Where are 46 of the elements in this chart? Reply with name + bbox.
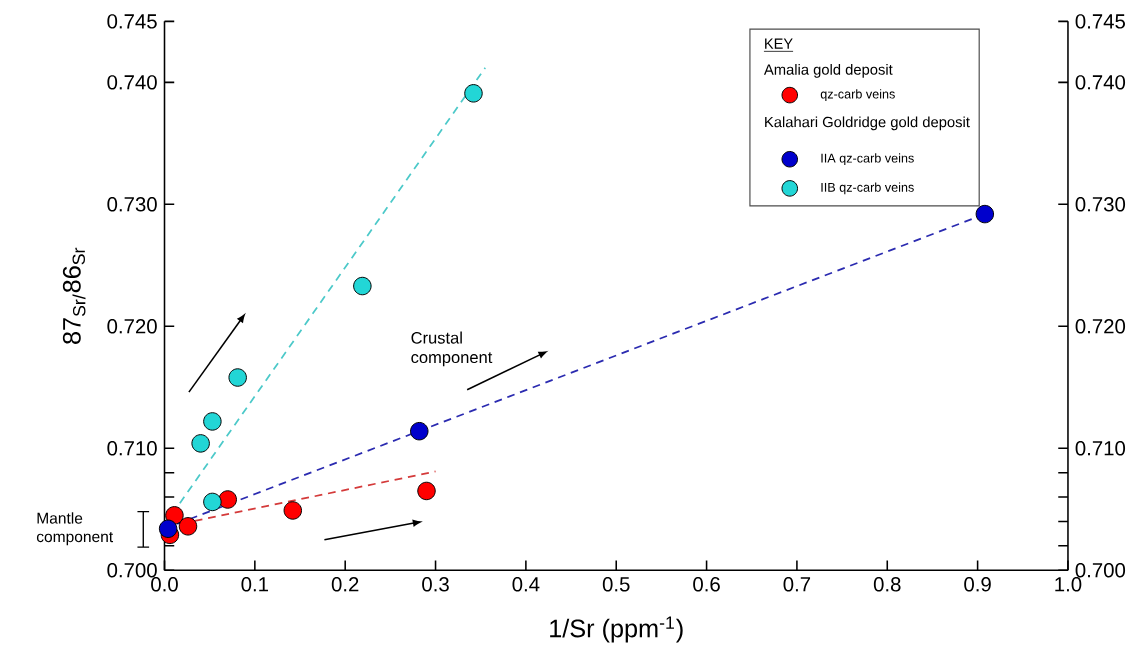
- y2-tick-label: 0.745: [1075, 14, 1126, 29]
- legend-title: KEY: [765, 38, 793, 49]
- y-axis-title: 87$_{Sr/}$86$_{Sr}$: [62, 248, 86, 345]
- y-tick-label: 0.700: [107, 563, 157, 578]
- point: [191, 434, 210, 453]
- point: [283, 501, 303, 520]
- y-tick-label: 0.710: [107, 441, 157, 456]
- point: [218, 490, 237, 509]
- point: [353, 277, 372, 296]
- x-tick-label: 0.1: [241, 577, 269, 592]
- point: [410, 422, 429, 441]
- annotation: Kalahari Goldridge gold deposit: [765, 116, 970, 131]
- x-tick-label: 0.9: [964, 577, 991, 592]
- point: [158, 519, 178, 539]
- annotation: Amalia gold deposit: [763, 64, 893, 78]
- point: [464, 84, 483, 103]
- x-tick-label: 0.0: [151, 577, 178, 592]
- x-tick-label: 0.7: [783, 577, 811, 592]
- legend-label: qz-carb veins: [820, 89, 895, 102]
- y2-tick-label: 0.730: [1075, 197, 1126, 212]
- y2-tick-label: 0.720: [1075, 319, 1126, 334]
- x-axis-title: 1/Sr (ppm$^{-1}$): [550, 616, 683, 643]
- x-tick-label: 0.5: [602, 577, 630, 592]
- point: [228, 368, 247, 387]
- y2-tick-label: 0.740: [1075, 75, 1126, 90]
- annotation: Crustal component: [411, 331, 493, 367]
- x-tick-label: 1.0: [1055, 577, 1082, 592]
- legend-label: IIB qz-carb veins: [821, 182, 914, 195]
- x-tick-label: 0.6: [693, 577, 720, 592]
- y2-tick-label: 0.700: [1075, 563, 1126, 578]
- x-tick-label: 0.4: [512, 577, 540, 592]
- point: [178, 517, 198, 536]
- y-tick-label: 0.730: [107, 197, 157, 212]
- y-tick-label: 0.720: [107, 319, 157, 334]
- x-tick-label: 0.3: [422, 577, 449, 592]
- legend-label: IIA qz-carb veins: [821, 153, 914, 166]
- x-tick-label: 0.8: [873, 577, 901, 592]
- point: [203, 492, 222, 512]
- text: Mantle component: [36, 512, 114, 546]
- point: [203, 412, 222, 431]
- y-tick-label: 0.745: [107, 14, 157, 29]
- point: [417, 481, 436, 501]
- point: [975, 205, 995, 224]
- x-tick-label: 0.2: [331, 577, 359, 592]
- y2-tick-label: 0.710: [1075, 441, 1126, 456]
- y-tick-label: 0.740: [107, 75, 157, 90]
